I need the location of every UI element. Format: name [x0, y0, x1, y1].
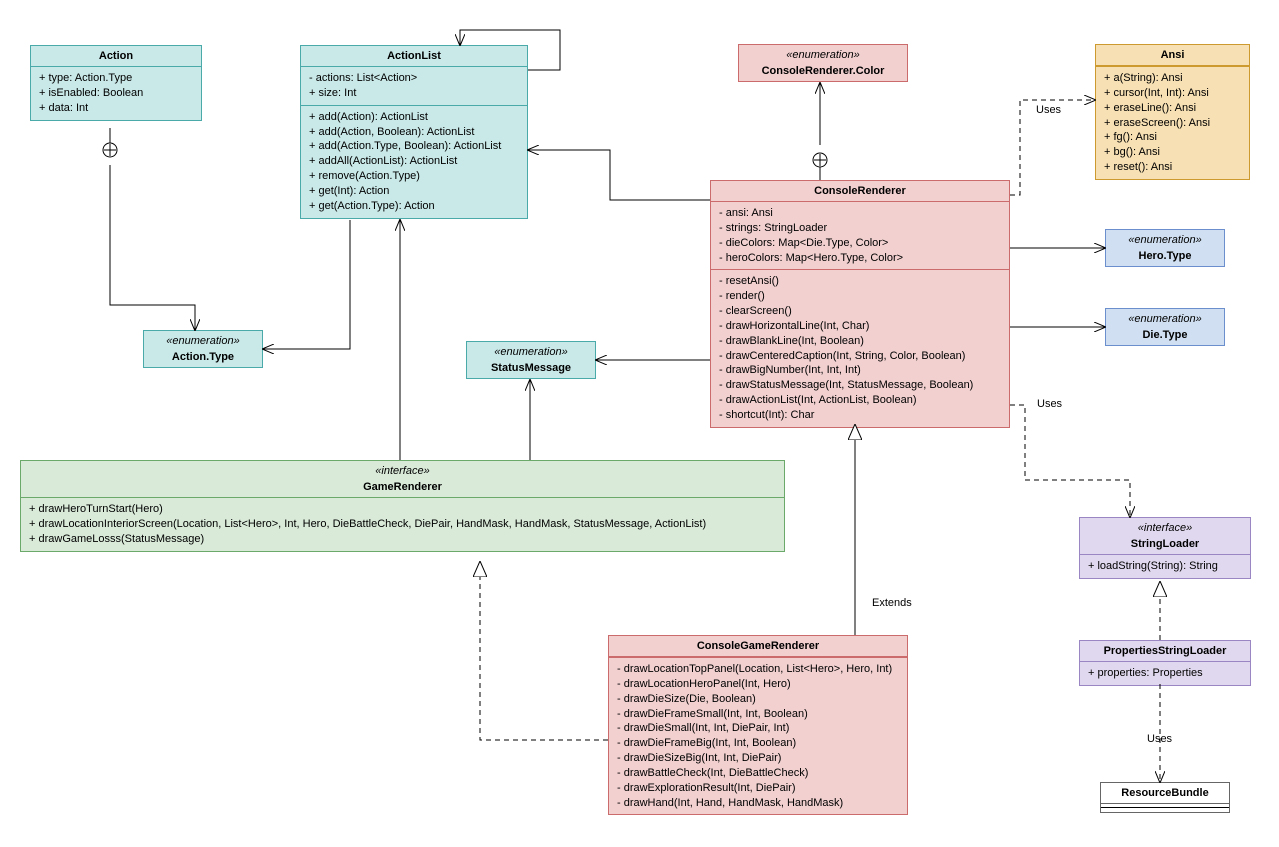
ops: + add(Action): ActionList + add(Action, … [301, 106, 527, 218]
attrs: + type: Action.Type + isEnabled: Boolean… [31, 67, 201, 120]
enum-hero-type: «enumeration» Hero.Type [1105, 229, 1225, 267]
class-action: Action + type: Action.Type + isEnabled: … [30, 45, 202, 121]
enum-die-type: «enumeration» Die.Type [1105, 308, 1225, 346]
label-extends: Extends [870, 597, 914, 609]
class-resource-bundle: ResourceBundle [1100, 782, 1230, 813]
ops: + a(String): Ansi + cursor(Int, Int): An… [1096, 66, 1249, 179]
ops: - resetAnsi() - render() - clearScreen()… [711, 270, 1009, 426]
class-console-renderer: ConsoleRenderer - ansi: Ansi - strings: … [710, 180, 1010, 428]
attrs: - actions: List<Action> + size: Int [301, 67, 527, 106]
class-console-game-renderer: ConsoleGameRenderer - drawLocationTopPan… [608, 635, 908, 815]
attrs: + properties: Properties [1080, 662, 1250, 685]
interface-game-renderer: «interface» GameRenderer + drawHeroTurnS… [20, 460, 785, 552]
ops: - drawLocationTopPanel(Location, List<He… [609, 657, 907, 814]
class-ansi: Ansi + a(String): Ansi + cursor(Int, Int… [1095, 44, 1250, 180]
label-uses: Uses [1034, 104, 1063, 116]
attrs: - ansi: Ansi - strings: StringLoader - d… [711, 202, 1009, 270]
class-properties-string-loader: PropertiesStringLoader + properties: Pro… [1079, 640, 1251, 686]
enum-action-type: «enumeration» Action.Type [143, 330, 263, 368]
label-uses: Uses [1145, 733, 1174, 745]
label-uses: Uses [1035, 398, 1064, 410]
enum-console-renderer-color: «enumeration» ConsoleRenderer.Color [738, 44, 908, 82]
title: Action [31, 46, 201, 67]
title: ActionList [301, 46, 527, 67]
class-actionlist: ActionList - actions: List<Action> + siz… [300, 45, 528, 219]
ops: + drawHeroTurnStart(Hero) + drawLocation… [21, 498, 784, 551]
ops: + loadString(String): String [1080, 555, 1250, 578]
interface-string-loader: «interface» StringLoader + loadString(St… [1079, 517, 1251, 579]
enum-status-message: «enumeration» StatusMessage [466, 341, 596, 379]
